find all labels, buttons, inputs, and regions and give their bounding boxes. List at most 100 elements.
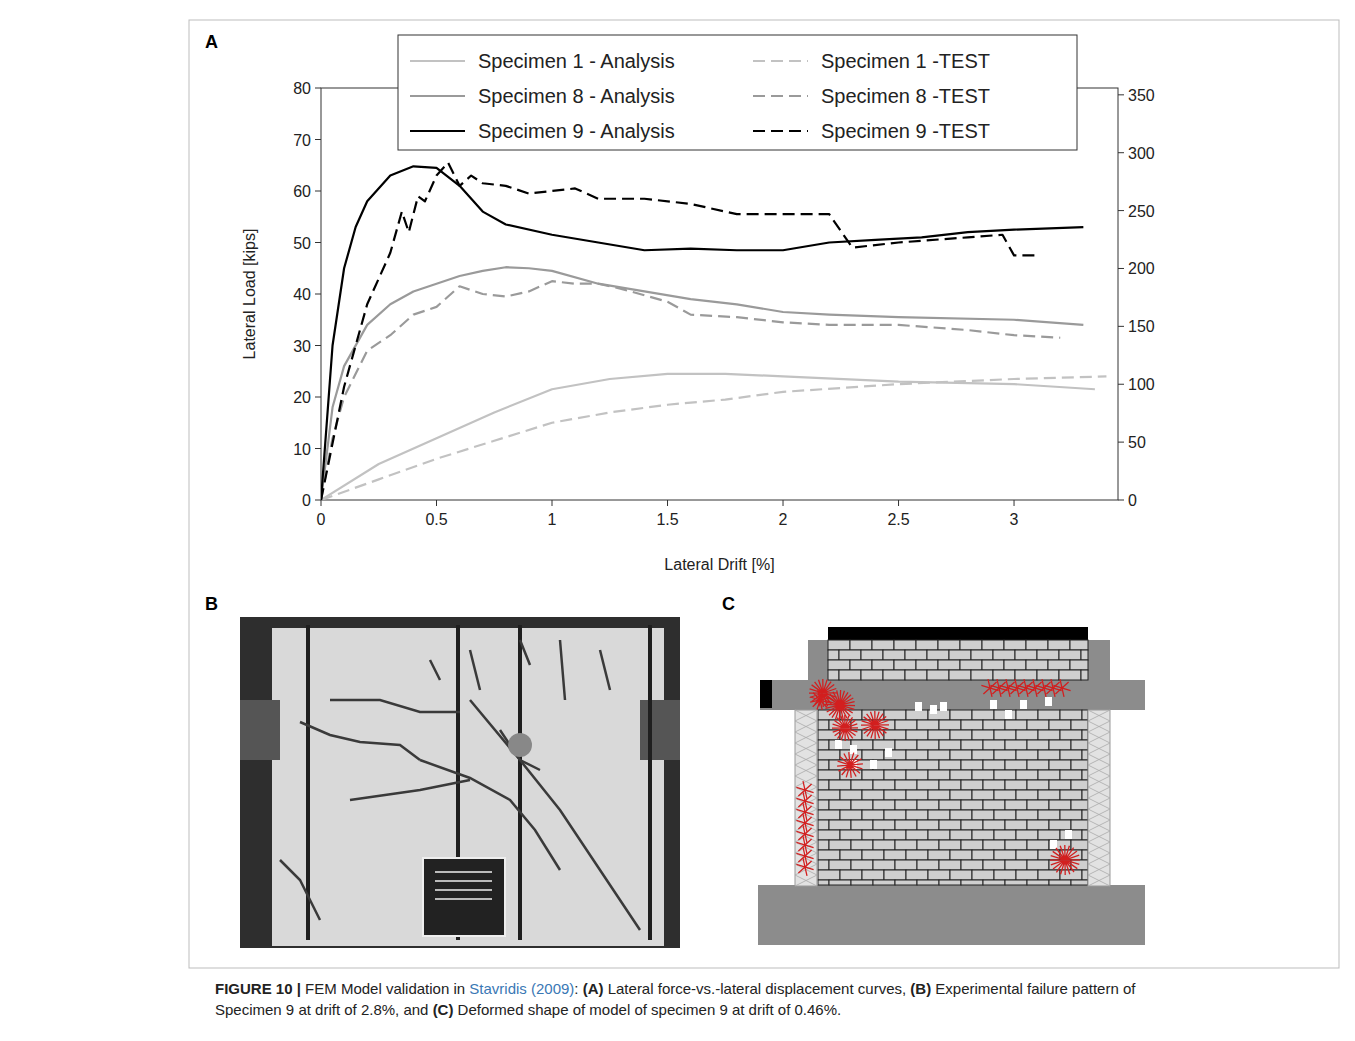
fem-brick	[1038, 850, 1060, 860]
photo-crack	[280, 860, 320, 920]
fem-brick	[1038, 730, 1060, 740]
fem-brick	[884, 730, 906, 740]
fem-brick	[895, 720, 917, 730]
fem-brick	[862, 870, 884, 880]
legend-label: Specimen 9 -TEST	[821, 120, 990, 142]
fem-crack	[832, 715, 858, 741]
fem-brick	[1082, 850, 1088, 860]
y2-tick	[1118, 384, 1124, 385]
x-tick-label: 0.5	[425, 511, 447, 528]
fem-brick	[1082, 730, 1088, 740]
fem-brick	[938, 660, 960, 670]
fem-brick	[1049, 760, 1071, 770]
figure-frame	[189, 20, 1339, 968]
fem-brick	[1082, 770, 1088, 780]
fem-opened-joint	[990, 700, 997, 709]
fem-brick	[960, 660, 982, 670]
fem-brick	[828, 670, 839, 680]
fem-brick	[895, 800, 917, 810]
fem-brick	[1038, 830, 1060, 840]
fem-brick	[972, 830, 994, 840]
fem-brick	[982, 640, 1004, 650]
fem-brick	[1027, 840, 1049, 850]
photo-crack	[500, 730, 540, 770]
fem-brick	[1037, 670, 1059, 680]
fem-brick	[994, 730, 1016, 740]
fem-brick	[1005, 820, 1027, 830]
panel-label: B	[205, 594, 218, 614]
fem-brick	[972, 850, 994, 860]
fem-brick	[1071, 880, 1088, 885]
fem-brick	[1049, 740, 1071, 750]
x-tick-label: 3	[1010, 511, 1019, 528]
fem-brick	[884, 830, 906, 840]
fem-brick	[884, 850, 906, 860]
fem-brick	[1026, 640, 1048, 650]
fem-crack	[796, 858, 813, 876]
series-line	[321, 376, 1106, 500]
fem-brick	[950, 870, 972, 880]
fem-brick	[1082, 750, 1088, 760]
fem-brick	[994, 770, 1016, 780]
fem-brick	[1016, 870, 1038, 880]
fem-brick	[1005, 720, 1027, 730]
y2-tick-label: 50	[1128, 434, 1146, 451]
caption-link[interactable]: Stavridis (2009)	[469, 980, 574, 997]
fem-brick	[928, 730, 950, 740]
fem-brick	[840, 870, 862, 880]
fem-brick	[839, 670, 861, 680]
fem-brick	[917, 780, 939, 790]
photo-sign-line	[435, 889, 492, 891]
fem-brick	[928, 750, 950, 760]
fem-brick	[1027, 860, 1049, 870]
fem-brick	[1016, 710, 1038, 720]
fem-brick	[1070, 640, 1088, 650]
y2-tick	[1118, 268, 1124, 269]
fem-brick	[1016, 750, 1038, 760]
fem-brick	[906, 850, 928, 860]
fem-brick	[818, 850, 840, 860]
legend-swatch	[753, 130, 808, 132]
y-tick-label: 20	[293, 389, 311, 406]
legend-label: Specimen 8 -TEST	[821, 85, 990, 107]
fem-brick	[851, 800, 873, 810]
fem-brick	[939, 800, 961, 810]
fem-brick	[862, 830, 884, 840]
panel-label: A	[205, 32, 218, 52]
fem-brick	[1005, 860, 1027, 870]
x-axis-title: Lateral Drift [%]	[664, 556, 774, 573]
fem-brick	[916, 640, 938, 650]
fem-brick	[939, 780, 961, 790]
fem-brick	[873, 820, 895, 830]
fem-brick	[994, 810, 1016, 820]
fem-column-mesh	[795, 765, 817, 776]
fem-brick	[950, 730, 972, 740]
fem-brick	[884, 770, 906, 780]
y-tick-label: 10	[293, 441, 311, 458]
fem-brick	[994, 710, 1016, 720]
fem-column-mesh	[795, 776, 817, 787]
fem-opened-joint	[930, 705, 937, 714]
fem-brick	[1027, 880, 1049, 885]
y2-tick	[1118, 500, 1124, 501]
fem-brick	[884, 790, 906, 800]
fem-brick	[906, 730, 928, 740]
fem-brick	[917, 720, 939, 730]
fem-brick	[1049, 800, 1071, 810]
x-tick-label: 2.5	[887, 511, 909, 528]
fem-brick	[818, 790, 840, 800]
fem-brick	[1082, 830, 1088, 840]
fem-brick	[828, 650, 839, 660]
fem-brick	[1049, 840, 1071, 850]
series-line	[321, 166, 1083, 500]
fem-brick	[850, 640, 872, 650]
photo-rod	[648, 625, 652, 940]
fem-brick	[1071, 780, 1088, 790]
photo-rod	[518, 625, 522, 940]
y2-tick	[1118, 442, 1124, 443]
fem-brick	[939, 880, 961, 885]
fem-brick	[1060, 830, 1082, 840]
y-tick	[315, 397, 321, 398]
fem-column-mesh	[795, 743, 817, 754]
fem-brick	[862, 850, 884, 860]
